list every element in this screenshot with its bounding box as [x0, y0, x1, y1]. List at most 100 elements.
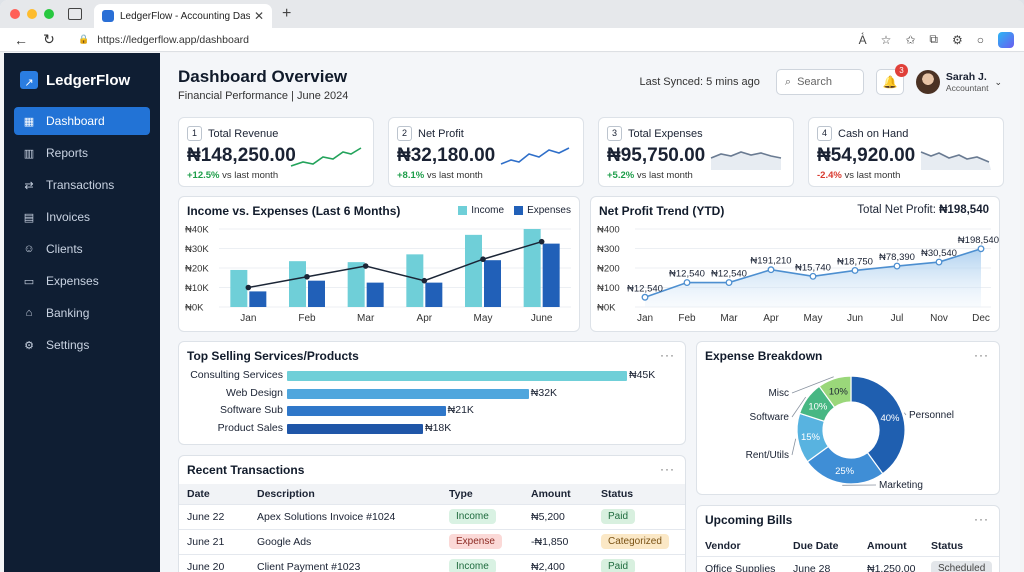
profit-trend-title: Net Profit Trend (YTD)	[599, 204, 725, 218]
column-header[interactable]: Amount	[523, 484, 593, 504]
sidebar-item-clients[interactable]: ☺ Clients	[14, 235, 150, 263]
sidebar-nav: ▦ Dashboard ▥ Reports ⇄ Transactions ▤ Invoices…	[4, 107, 160, 359]
x-tick-label: Feb	[678, 313, 696, 324]
reload-button[interactable]: ↻	[43, 31, 55, 47]
sidebar-item-settings[interactable]: ⚙ Settings	[14, 331, 150, 359]
table-row[interactable]: June 22 Apex Solutions Invoice #1024 Incom…	[179, 503, 685, 529]
brand-name: LedgerFlow	[46, 71, 131, 89]
kpi-card-cash-on-hand[interactable]: 4 Cash on Hand ₦54,920.00 -2.4% vs last mon…	[808, 117, 1004, 187]
transaction-status-cell: Paid	[593, 503, 685, 529]
transaction-type-cell: Income	[441, 553, 523, 572]
table-row[interactable]: Office Supplies June 28 ₦1,250.00 Scheduled	[697, 555, 999, 572]
kpi-change-percent: +5.2%	[607, 170, 635, 181]
maximize-window-button[interactable]	[44, 9, 54, 19]
more-options-icon[interactable]: ···	[974, 512, 989, 526]
extensions-icon[interactable]: ⚙	[951, 32, 963, 47]
favicon-icon	[102, 10, 114, 22]
profit-data-label: ₦30,540	[921, 248, 957, 259]
top-selling-row: Web Design ₦32K	[179, 386, 679, 402]
x-tick-label: Jan	[240, 313, 256, 324]
favorite-star-icon[interactable]: ☆	[880, 32, 892, 47]
profit-data-label: ₦78,390	[879, 252, 915, 263]
new-tab-button[interactable]: +	[282, 5, 292, 22]
x-tick-label: Feb	[298, 313, 316, 324]
user-menu[interactable]: Sarah J. Accountant ⌄	[915, 70, 1002, 94]
bills-card: Upcoming Bills ··· Vendor Due Date Amount S…	[696, 505, 1000, 572]
pie-percent-label: 15%	[801, 432, 821, 443]
back-button[interactable]: ←	[14, 31, 28, 48]
expense-bar	[366, 282, 384, 307]
status-badge: Paid	[601, 559, 636, 572]
kpi-card-total-revenue[interactable]: 1 Total Revenue ₦148,250.00 +12.5% vs last …	[178, 117, 374, 187]
y-tick-label: ₦100	[597, 283, 620, 294]
table-row[interactable]: June 21 Google Ads Expense -₦1,850 Categoriz…	[179, 528, 685, 554]
sparkline-line	[710, 151, 782, 159]
sidebar-item-expenses[interactable]: ▭ Expenses	[14, 267, 150, 295]
transaction-amount: ₦5,200	[523, 503, 593, 529]
profile-icon[interactable]: ○	[976, 32, 984, 47]
column-header[interactable]: Date	[179, 484, 249, 504]
top-selling-bar	[287, 371, 627, 381]
browser-toolbar: A᷾ ☆ ✩ ⧉ ⚙ ○	[858, 31, 1014, 48]
column-header[interactable]: Status	[923, 536, 999, 556]
kpi-change: +5.2% vs last month	[607, 170, 785, 181]
transaction-type-cell: Income	[441, 503, 523, 529]
brand-logo[interactable]: ↗ LedgerFlow	[4, 65, 160, 95]
sync-status: Last Synced: 5 mins ago	[639, 76, 760, 88]
column-header[interactable]: Type	[441, 484, 523, 504]
url-field[interactable]: 🔒 https://ledgerflow.app/dashboard	[66, 30, 859, 50]
top-selling-label: Web Design	[225, 386, 283, 399]
tab-bar: LedgerFlow - Accounting Dashboard ✕ +	[0, 0, 1024, 28]
column-header[interactable]: Vendor	[697, 536, 785, 556]
y-tick-label: ₦10K	[185, 283, 209, 294]
column-header[interactable]: Description	[249, 484, 441, 504]
search-input[interactable]: ⌕ Search	[775, 69, 864, 95]
sparkline-line	[290, 147, 362, 167]
sidebar-item-transactions[interactable]: ⇄ Transactions	[14, 171, 150, 199]
status-badge: Paid	[601, 509, 636, 524]
top-selling-bar	[287, 388, 529, 399]
sidebar-item-banking[interactable]: ⌂ Banking	[14, 299, 150, 327]
kpi-value: ₦32,180.00	[397, 145, 496, 166]
close-tab-icon[interactable]: ✕	[253, 9, 264, 23]
collections-icon[interactable]: ⧉	[929, 32, 938, 46]
more-options-icon[interactable]: ···	[660, 462, 675, 476]
pie-category-label: Personnel	[909, 410, 954, 421]
browser-tab[interactable]: LedgerFlow - Accounting Dashboard ✕	[94, 4, 272, 28]
close-window-button[interactable]	[10, 9, 20, 19]
page-header: Dashboard Overview Financial Performance…	[178, 53, 1002, 113]
kpi-label-text: Net Profit	[418, 127, 464, 140]
table-row[interactable]: June 20 Client Payment #1023 Income ₦2,400 P…	[179, 553, 685, 572]
profit-data-label: ₦12,540	[669, 269, 705, 280]
sidebar-item-invoices[interactable]: ▤ Invoices	[14, 203, 150, 231]
transaction-date: June 20	[179, 553, 249, 572]
bill-amount: ₦1,250.00	[859, 555, 923, 572]
y-tick-label: ₦200	[597, 264, 620, 275]
more-options-icon[interactable]: ···	[660, 348, 675, 362]
kpi-card-net-profit[interactable]: 2 Net Profit ₦32,180.00 +8.1% vs last month	[388, 117, 584, 187]
read-aloud-icon[interactable]: A᷾	[858, 32, 867, 47]
sidebar-item-label: Clients	[46, 242, 83, 256]
sidebar-item-dashboard[interactable]: ▦ Dashboard	[14, 107, 150, 135]
avatar	[915, 70, 940, 94]
expense-bar	[484, 260, 501, 307]
copilot-icon[interactable]	[998, 31, 1014, 48]
more-options-icon[interactable]: ···	[974, 348, 989, 362]
tab-overview-icon[interactable]	[68, 8, 82, 20]
kpi-card-total-expenses[interactable]: 3 Total Expenses ₦95,750.00 +5.2% vs last m…	[598, 117, 794, 187]
favorites-icon[interactable]: ✩	[905, 32, 916, 47]
column-header[interactable]: Due Date	[785, 536, 859, 556]
minimize-window-button[interactable]	[27, 9, 37, 19]
top-selling-value: ₦32K	[530, 386, 558, 399]
wallet-icon: ▭	[23, 275, 35, 288]
trend-point	[362, 263, 369, 269]
profit-data-label: ₦191,210	[750, 256, 791, 267]
bar-chart-icon: ▥	[23, 147, 35, 160]
x-tick-label: Nov	[930, 313, 948, 324]
notifications-button[interactable]: 🔔 3	[875, 64, 908, 95]
pie-percent-label: 40%	[880, 413, 900, 424]
transaction-amount: -₦1,850	[523, 528, 593, 554]
column-header[interactable]: Status	[593, 484, 685, 504]
column-header[interactable]: Amount	[859, 536, 923, 556]
sidebar-item-reports[interactable]: ▥ Reports	[14, 139, 150, 167]
